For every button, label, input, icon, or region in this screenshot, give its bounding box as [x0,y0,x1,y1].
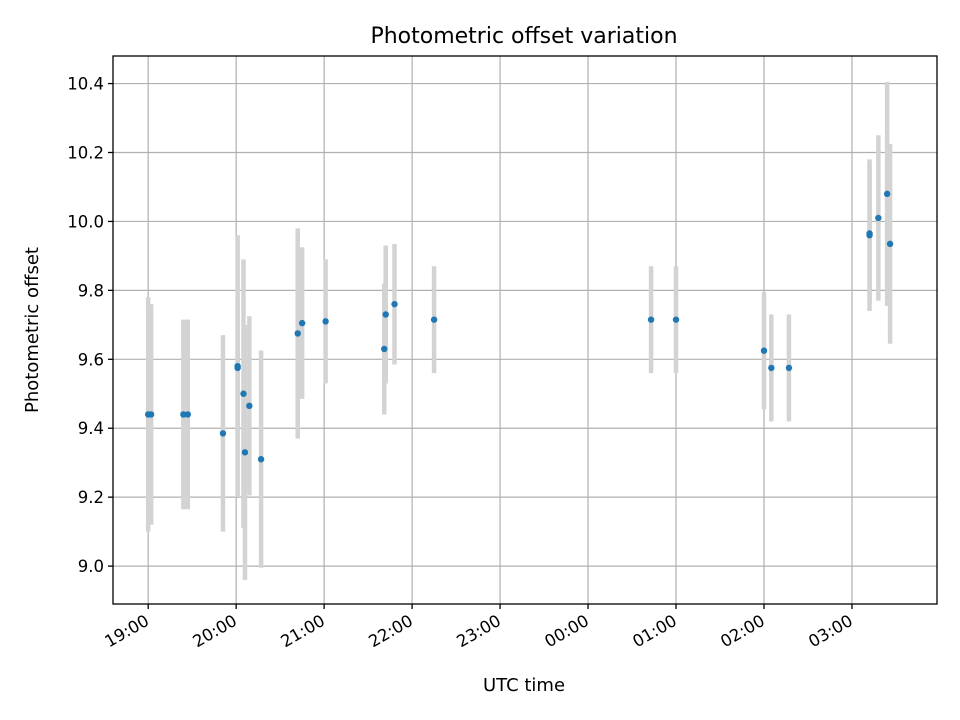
data-point [866,230,873,237]
x-tick-label: 19:00 [101,611,152,651]
x-tick-label: 03:00 [805,611,856,651]
data-point [298,319,306,327]
data-point [647,316,655,323]
y-tick-label: 9.6 [78,350,104,369]
x-tick-label: 00:00 [541,611,592,651]
data-point [147,411,155,418]
data-point [234,364,241,372]
data-point [381,345,388,353]
x-tick-label: 22:00 [365,611,416,651]
x-tick-label: 02:00 [717,611,768,651]
x-axis-ticks: 19:00 20:00 21:00 22:00 23:00 00:00 01:00 02:00… [101,604,856,651]
error-bars [145,81,893,580]
data-point [768,364,775,372]
y-tick-label: 9.2 [78,488,104,507]
data-point [672,316,680,323]
data-points [144,190,894,463]
data-point [219,430,227,437]
data-point [294,330,301,337]
y-tick-label: 9.0 [78,557,104,576]
data-point [246,402,253,410]
data-point [184,411,191,418]
x-axis-label: UTC time [483,675,565,696]
data-point [322,318,329,325]
y-tick-label: 9.4 [78,419,104,438]
data-point [886,240,894,248]
data-point [241,449,249,456]
data-point [257,456,265,463]
data-point [240,390,247,397]
y-axis-label: Photometric offset [22,247,43,413]
x-tick-label: 21:00 [277,611,328,651]
y-tick-label: 10.4 [67,75,104,94]
data-point [430,316,438,323]
y-tick-label: 10.2 [67,144,104,163]
x-tick-label: 01:00 [629,611,680,651]
data-point [180,411,187,418]
data-point [382,311,389,318]
data-point [785,364,793,372]
data-point [391,300,398,308]
y-tick-label: 10.0 [67,212,104,231]
data-point [875,214,882,222]
data-point [760,347,768,354]
x-tick-label: 23:00 [453,611,504,651]
data-point [883,190,891,198]
chart-title: Photometric offset variation [370,24,677,49]
x-tick-label: 20:00 [189,611,240,651]
plot-frame [112,55,938,605]
y-axis-ticks: 9.0 9.2 9.4 9.6 9.8 10.0 10.2 10.4 [67,75,113,576]
y-tick-label: 9.8 [78,281,104,300]
